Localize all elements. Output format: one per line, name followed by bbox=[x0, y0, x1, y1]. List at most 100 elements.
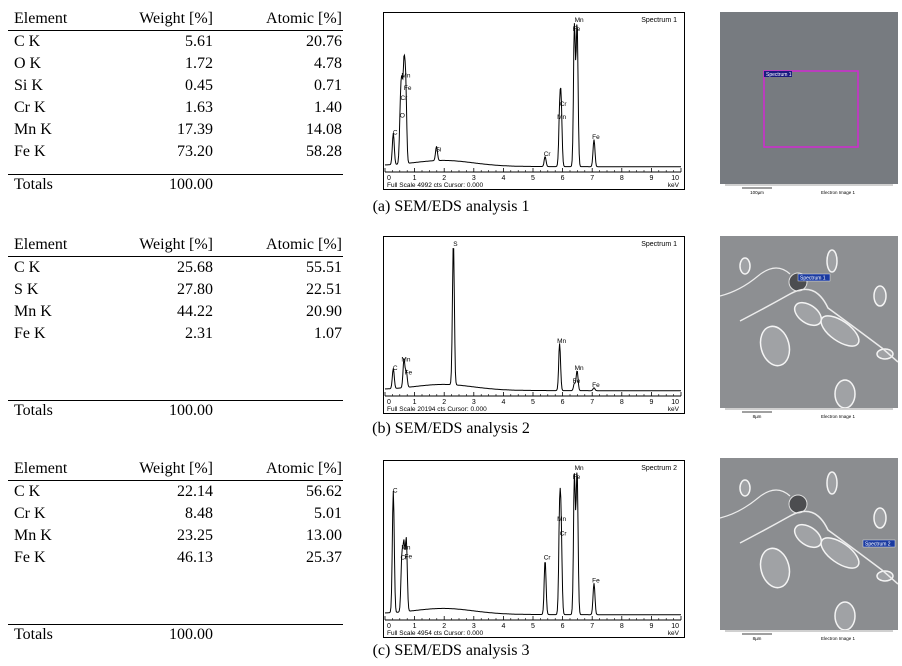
cell-weight: 5.61 bbox=[185, 33, 213, 50]
spectrum-tag bbox=[797, 273, 831, 282]
header-rule bbox=[8, 256, 343, 257]
grain-boundary bbox=[739, 510, 898, 585]
totals-value: 100.00 bbox=[169, 626, 213, 643]
cell-weight: 25.68 bbox=[177, 259, 213, 276]
header-weight: Weight [%] bbox=[139, 10, 213, 27]
x-tick-label: 5 bbox=[531, 399, 535, 406]
cell-atomic: 20.90 bbox=[306, 303, 342, 320]
cell-weight: 17.39 bbox=[177, 121, 213, 138]
cell-atomic: 14.08 bbox=[306, 121, 342, 138]
panel-a: Element Weight [%] Atomic [%] C K 5.61 20.… bbox=[0, 0, 902, 222]
cell-atomic: 0.71 bbox=[314, 77, 342, 94]
image-caption: Electron Image 1 bbox=[821, 414, 856, 419]
cell-element: S K bbox=[14, 281, 39, 298]
cell-element: C K bbox=[14, 259, 41, 276]
cell-element: Cr K bbox=[14, 99, 46, 116]
spectrum-tag-label: Spectrum 2 bbox=[865, 542, 891, 548]
inclusion bbox=[834, 601, 856, 631]
cell-weight: 22.14 bbox=[177, 483, 213, 500]
table-row: C K 25.68 55.51 bbox=[8, 257, 343, 279]
cell-atomic: 1.07 bbox=[314, 325, 342, 342]
sem-image-a: Spectrum 1 100µm Electron Image 1 bbox=[720, 12, 898, 195]
x-tick-label: 9 bbox=[649, 623, 653, 630]
peak-label: Mn bbox=[401, 356, 410, 363]
cell-element: Mn K bbox=[14, 121, 52, 138]
cell-weight: 46.13 bbox=[177, 549, 213, 566]
inclusion bbox=[873, 285, 887, 307]
cell-atomic: 5.01 bbox=[314, 505, 342, 522]
composition-table-b: Element Weight [%] Atomic [%] C K 25.68 55… bbox=[8, 234, 343, 424]
peak-label: Fe bbox=[592, 578, 600, 585]
spectrum-title: Spectrum 2 bbox=[641, 465, 677, 472]
inclusion bbox=[759, 547, 791, 589]
peak-label: Fe bbox=[573, 474, 581, 481]
header-rule bbox=[8, 480, 343, 481]
grain-boundary bbox=[720, 489, 791, 519]
image-caption: Electron Image 1 bbox=[821, 636, 856, 641]
table-row: Mn K 23.25 13.00 bbox=[8, 525, 343, 547]
x-tick-label: 8 bbox=[620, 623, 624, 630]
inclusion bbox=[793, 523, 823, 549]
x-tick-label: 3 bbox=[472, 623, 476, 630]
table-row: Mn K 17.39 14.08 bbox=[8, 119, 343, 141]
x-tick-label: 4 bbox=[501, 175, 505, 182]
inclusion bbox=[834, 379, 856, 409]
peak-label: Mn bbox=[401, 545, 410, 552]
inclusion bbox=[820, 315, 860, 347]
cell-element: O K bbox=[14, 55, 42, 72]
x-tick-label: 1 bbox=[413, 399, 417, 406]
x-tick-label: 0 bbox=[387, 399, 391, 406]
table-row: Cr K 1.63 1.40 bbox=[8, 97, 343, 119]
cell-element: Fe K bbox=[14, 549, 46, 566]
cell-atomic: 58.28 bbox=[306, 143, 342, 160]
cell-weight: 1.63 bbox=[185, 99, 213, 116]
x-tick-label: 7 bbox=[590, 623, 594, 630]
cell-weight: 44.22 bbox=[177, 303, 213, 320]
scale-bar-label: 8µm bbox=[753, 414, 762, 419]
caption-b: (b) SEM/EDS analysis 2 bbox=[372, 420, 530, 437]
table-row: Cr K 8.48 5.01 bbox=[8, 503, 343, 525]
analysis-area-box bbox=[763, 70, 859, 148]
totals-rule bbox=[8, 400, 343, 401]
table-row: C K 5.61 20.76 bbox=[8, 31, 343, 53]
table-row: O K 1.72 4.78 bbox=[8, 53, 343, 75]
x-tick-label: 6 bbox=[561, 623, 565, 630]
totals-label: Totals bbox=[14, 402, 53, 419]
x-tick-label: 2 bbox=[442, 399, 446, 406]
eds-spectrum-b: 0 1 2 3 4 5 6 7 8 9 10 Spectrum 1 Full Scale 20194 c… bbox=[383, 236, 685, 414]
table-row: Fe K 73.20 58.28 bbox=[8, 141, 343, 163]
totals-value: 100.00 bbox=[169, 176, 213, 193]
cell-atomic: 1.40 bbox=[314, 99, 342, 116]
cell-element: Si K bbox=[14, 77, 43, 94]
x-tick-label: 4 bbox=[501, 399, 505, 406]
scale-bar-label: 8µm bbox=[753, 636, 762, 641]
inclusion bbox=[826, 471, 838, 495]
peak-label: C bbox=[393, 365, 398, 372]
x-tick-label: 0 bbox=[387, 175, 391, 182]
inclusion bbox=[739, 479, 751, 497]
totals-label: Totals bbox=[14, 176, 53, 193]
cell-weight: 23.25 bbox=[177, 527, 213, 544]
peak-label: S bbox=[453, 241, 458, 248]
header-atomic: Atomic [%] bbox=[266, 236, 342, 253]
x-tick-label: 4 bbox=[501, 623, 505, 630]
header-element: Element bbox=[14, 460, 68, 477]
x-tick-label: 9 bbox=[649, 399, 653, 406]
peak-label: Fe bbox=[573, 378, 581, 385]
spectrum-footer: Full Scale 4992 cts Cursor: 0.000 bbox=[387, 182, 483, 189]
header-element: Element bbox=[14, 236, 68, 253]
inclusion bbox=[876, 570, 894, 582]
inclusion bbox=[873, 507, 887, 529]
sem-image-b: Spectrum 1 8µm Electron Image 1 bbox=[720, 236, 898, 419]
cell-element: C K bbox=[14, 483, 41, 500]
peak-label: Cr bbox=[544, 151, 552, 158]
panel-c: Element Weight [%] Atomic [%] C K 22.14 56… bbox=[0, 444, 902, 666]
cell-weight: 2.31 bbox=[185, 325, 213, 342]
peak-label: C bbox=[393, 130, 398, 137]
x-tick-label: 5 bbox=[531, 623, 535, 630]
cell-element: Cr K bbox=[14, 505, 46, 522]
table-header: Element Weight [%] Atomic [%] bbox=[8, 234, 343, 256]
eds-spectrum-c: 0 1 2 3 4 5 6 7 8 9 10 Spectrum 2 Full Scale 4954 ct… bbox=[383, 460, 685, 638]
cell-atomic: 56.62 bbox=[306, 483, 342, 500]
peak-label: Cr bbox=[544, 555, 552, 562]
